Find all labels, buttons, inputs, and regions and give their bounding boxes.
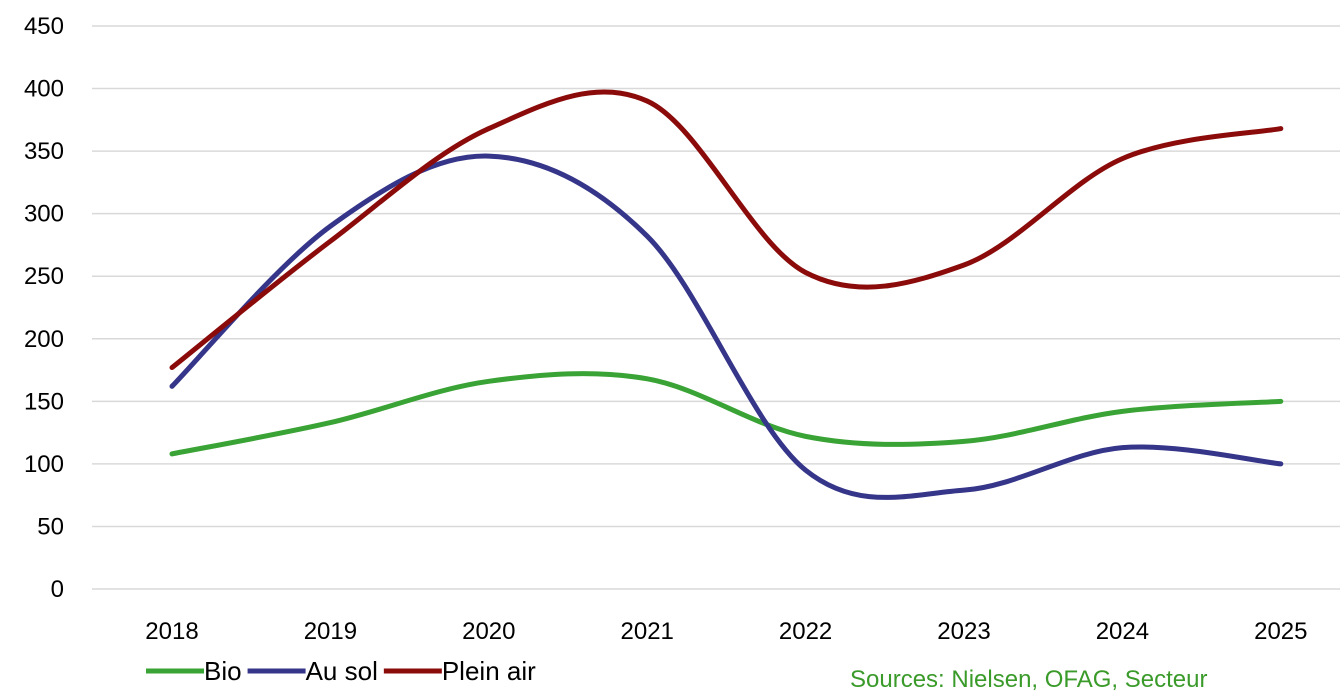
y-tick-label: 400 (24, 76, 64, 103)
x-tick-label: 2023 (937, 618, 990, 645)
x-tick-label: 2018 (145, 618, 198, 645)
gridlines (92, 25, 1340, 590)
x-tick-label: 2025 (1254, 618, 1307, 645)
y-tick-label: 0 (51, 576, 64, 603)
y-tick-label: 200 (24, 326, 64, 353)
y-tick-label: 300 (24, 201, 64, 228)
legend-label-au-sol: Au sol (306, 656, 378, 685)
series-line-plein-air (169, 89, 1284, 371)
x-tick-label: 2021 (621, 618, 674, 645)
y-tick-label: 150 (24, 388, 64, 415)
source-note: Sources: Nielsen, OFAG, Secteur (850, 666, 1208, 693)
y-tick-label: 250 (24, 263, 64, 290)
y-axis-ticks: 0 50 100 150 200 250 300 350 400 450 (24, 13, 64, 603)
x-tick-label: 2024 (1096, 618, 1149, 645)
y-tick-label: 100 (24, 451, 64, 478)
x-tick-label: 2022 (779, 618, 832, 645)
legend: Bio Au sol Plein air (146, 656, 536, 685)
y-tick-label: 450 (24, 13, 64, 40)
x-tick-label: 2020 (462, 618, 515, 645)
series-line-bio (169, 371, 1284, 457)
y-tick-label: 350 (24, 138, 64, 165)
series-lines (169, 89, 1284, 500)
series-line-au-sol (169, 153, 1284, 500)
legend-label-bio: Bio (204, 656, 242, 685)
x-tick-label: 2019 (304, 618, 357, 645)
legend-label-plein-air: Plein air (442, 656, 536, 685)
y-tick-label: 50 (37, 513, 64, 540)
x-axis-ticks: 2018 2019 2020 2021 2022 2023 2024 2025 (145, 618, 1307, 645)
